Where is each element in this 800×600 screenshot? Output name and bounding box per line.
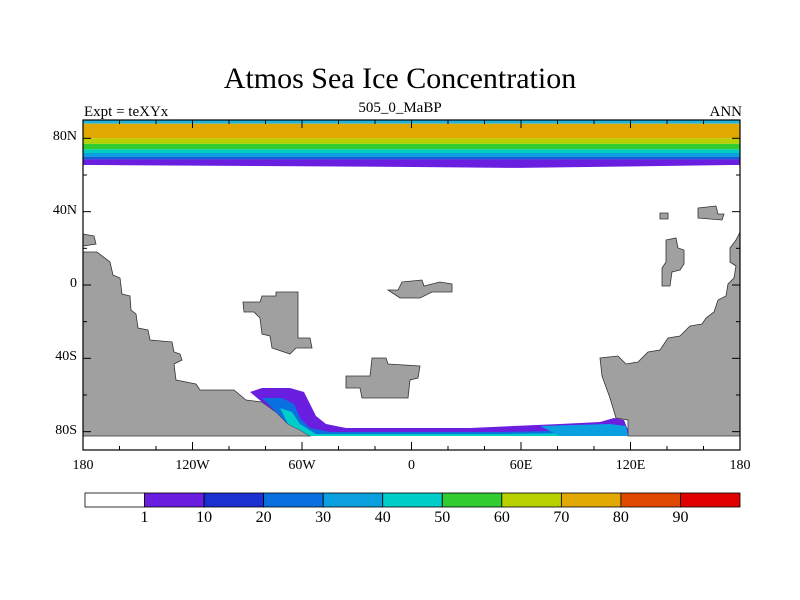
axis-ticks — [82, 120, 741, 450]
colorbar-label: 80 — [612, 509, 629, 526]
y-tick-label: 80N — [52, 129, 77, 145]
colorbar-label: 10 — [196, 509, 213, 526]
colorbar-label: 70 — [553, 509, 570, 526]
colorbar-box-0 — [84, 492, 145, 508]
land-central-north — [386, 279, 453, 299]
plot-title: Atmos Sea Ice Concentration — [223, 62, 577, 95]
colorbar-label: 90 — [672, 509, 689, 526]
ice-antarctic-edge — [540, 424, 628, 436]
x-tick-label: 180 — [72, 458, 94, 473]
arctic-band-7 — [83, 159, 740, 165]
colorbar — [84, 492, 741, 508]
colorbar-box-4 — [322, 492, 384, 508]
arctic-band-6 — [83, 156, 740, 160]
antarctic-sea-ice — [250, 388, 628, 436]
colorbar-box-3 — [263, 492, 324, 508]
colorbar-box-5 — [382, 492, 443, 508]
period-label: 505_0_MaBP — [358, 100, 442, 116]
colorbar-box-1 — [144, 492, 205, 508]
x-tick-label: 60E — [509, 458, 533, 473]
arctic-band-2 — [83, 138, 740, 144]
colorbar-box-8 — [560, 492, 622, 508]
x-tick-label: 120E — [615, 458, 646, 473]
y-tick-label: 40S — [55, 349, 77, 365]
land-west-north — [82, 233, 97, 247]
land-east-north-c — [659, 212, 669, 220]
x-tick-label: 120W — [175, 458, 210, 473]
season-label: ANN — [709, 104, 743, 120]
arctic-ice-edge — [83, 163, 740, 168]
arctic-band-4 — [83, 149, 740, 153]
x-tick-label: 0 — [408, 458, 415, 473]
colorbar-label: 20 — [255, 509, 272, 526]
colorbar-label: 30 — [315, 509, 332, 526]
colorbar-label: 50 — [434, 509, 451, 526]
colorbar-label: 40 — [374, 509, 391, 526]
x-tick-label: 60W — [288, 458, 316, 473]
land-east-north-a — [661, 237, 685, 287]
y-tick-label: 0 — [70, 276, 77, 291]
y-tick-label: 80S — [55, 422, 77, 438]
colorbar-box-7 — [501, 492, 562, 508]
colorbar-box-9 — [620, 492, 681, 508]
colorbar-label: 60 — [493, 509, 510, 526]
land-east-north-b — [697, 205, 725, 221]
colorbar-box-10 — [680, 492, 741, 508]
land-central-west — [242, 291, 313, 355]
land-east — [599, 231, 741, 437]
y-tick-label: 40N — [52, 202, 77, 218]
x-tick-label: 180 — [729, 458, 751, 473]
experiment-label: Expt = teXYx — [84, 104, 169, 120]
arctic-band-5 — [83, 153, 740, 157]
land-masses — [82, 205, 741, 437]
colorbar-box-2 — [203, 492, 265, 508]
colorbar-box-6 — [441, 492, 503, 508]
arctic-band-1 — [83, 123, 740, 139]
land-south-central — [345, 357, 421, 399]
colorbar-label: 1 — [140, 509, 149, 526]
arctic-band-3 — [83, 143, 740, 150]
